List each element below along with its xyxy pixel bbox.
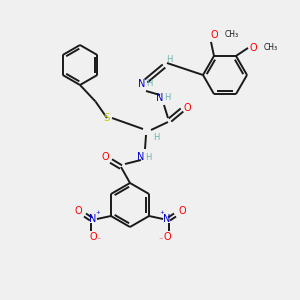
Text: O: O: [163, 232, 171, 242]
Text: O: O: [89, 232, 97, 242]
Text: H: H: [166, 56, 172, 64]
Text: N: N: [89, 214, 97, 224]
Text: O: O: [183, 103, 191, 113]
Text: N: N: [138, 79, 146, 89]
Text: H: H: [146, 80, 152, 88]
Text: ⁻: ⁻: [159, 236, 163, 244]
Text: O: O: [249, 43, 257, 53]
Text: O: O: [178, 206, 186, 216]
Text: S: S: [104, 113, 110, 123]
Text: CH₃: CH₃: [264, 44, 278, 52]
Text: +: +: [160, 211, 164, 215]
Text: O: O: [210, 30, 218, 40]
Text: H: H: [153, 133, 159, 142]
Text: N: N: [164, 214, 171, 224]
Text: N: N: [137, 152, 145, 162]
Text: N: N: [156, 93, 164, 103]
Text: O: O: [101, 152, 109, 162]
Text: H: H: [164, 94, 170, 103]
Text: ⁻: ⁻: [97, 236, 101, 244]
Text: +: +: [96, 211, 100, 215]
Text: CH₃: CH₃: [225, 30, 239, 39]
Text: H: H: [145, 152, 151, 161]
Text: O: O: [74, 206, 82, 216]
